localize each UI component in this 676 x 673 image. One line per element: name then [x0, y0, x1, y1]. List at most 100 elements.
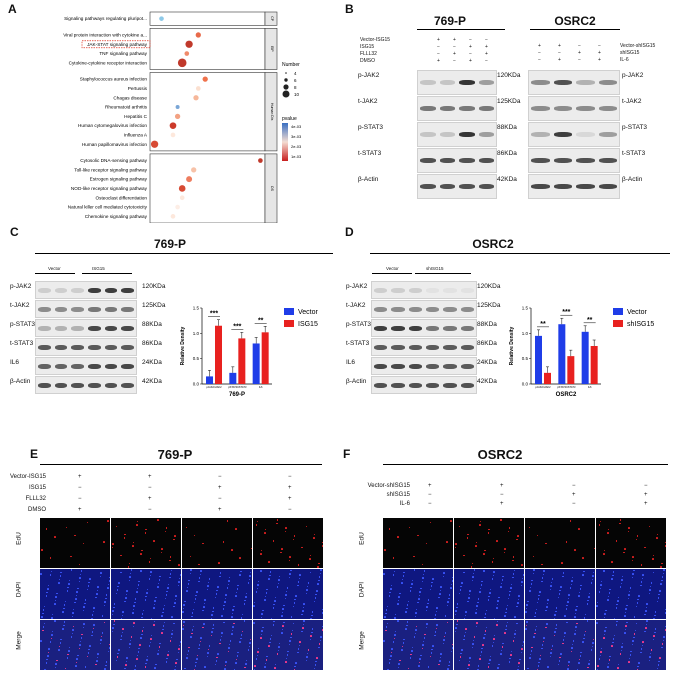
enrichment-point	[150, 140, 159, 148]
b-right-title: OSRC2	[554, 14, 596, 28]
nucleus-dot	[521, 644, 524, 646]
condition-mark: +	[598, 50, 601, 56]
nucleus-dot	[492, 641, 494, 643]
nucleus-dot	[244, 666, 246, 668]
condition-mark: +	[644, 501, 648, 507]
nucleus-dot	[140, 637, 142, 639]
nucleus-dot	[290, 616, 293, 618]
condition-mark: +	[538, 43, 541, 49]
nucleus-dot	[264, 666, 266, 668]
nucleus-dot	[212, 610, 214, 612]
nucleus-dot	[302, 623, 305, 625]
nucleus-dot	[128, 646, 130, 648]
nucleus-dot	[545, 609, 547, 611]
f-micrograph-cell	[525, 620, 595, 670]
nucleus-dot	[120, 554, 122, 556]
nucleus-dot	[401, 582, 403, 584]
nucleus-dot	[317, 583, 319, 585]
nucleus-dot	[560, 586, 562, 588]
kda-label: 24KDa	[142, 359, 162, 366]
nucleus-dot	[212, 624, 215, 626]
pathway-label: JAK-STAT signaling pathway	[87, 42, 148, 47]
nucleus-dot	[517, 602, 519, 604]
group-box	[149, 153, 266, 224]
nucleus-dot	[629, 587, 632, 589]
nucleus-dot	[497, 600, 499, 602]
nucleus-dot	[405, 628, 407, 630]
nucleus-dot	[51, 630, 54, 632]
condition-mark: +	[500, 501, 504, 507]
nucleus-dot	[272, 540, 275, 542]
nucleus-dot	[245, 663, 247, 665]
nucleus-dot	[448, 594, 451, 596]
condition-mark: +	[558, 43, 561, 49]
kda-label: 86KDa	[142, 340, 162, 347]
nucleus-dot	[91, 634, 93, 636]
nucleus-dot	[215, 660, 218, 662]
nucleus-dot	[91, 614, 94, 616]
condition-mark: +	[218, 485, 222, 491]
nucleus-dot	[483, 570, 485, 572]
nucleus-dot	[211, 631, 213, 633]
nucleus-dot	[385, 609, 388, 611]
nucleus-dot	[657, 664, 660, 666]
nucleus-dot	[141, 630, 144, 632]
nucleus-dot	[157, 586, 159, 588]
nucleus-dot	[295, 595, 297, 597]
nucleus-dot	[157, 653, 159, 655]
nucleus-dot	[397, 620, 399, 622]
nucleus-dot	[192, 625, 194, 627]
nucleus-dot	[107, 650, 110, 652]
nucleus-dot	[240, 637, 242, 639]
nucleus-dot	[42, 629, 44, 631]
nucleus-dot	[276, 586, 279, 588]
nucleus-dot	[247, 582, 250, 584]
enrichment-point	[175, 105, 180, 110]
nucleus-dot	[245, 596, 247, 598]
nucleus-dot	[496, 603, 499, 605]
pathway-label: Natural killer cell mediated cytotoxicit…	[68, 205, 148, 210]
nucleus-dot	[388, 528, 391, 530]
nucleus-dot	[122, 611, 124, 613]
nucleus-dot	[621, 642, 624, 644]
nucleus-dot	[79, 640, 82, 642]
nucleus-dot	[536, 601, 539, 603]
nucleus-dot	[446, 541, 448, 543]
nucleus-dot	[463, 554, 465, 556]
nucleus-dot	[72, 612, 74, 614]
nucleus-dot	[108, 580, 110, 582]
nucleus-dot	[391, 648, 393, 650]
blot-band	[576, 158, 595, 163]
nucleus-dot	[185, 526, 187, 528]
blot-band	[38, 382, 51, 388]
nucleus-dot	[570, 650, 572, 652]
nucleus-dot	[220, 635, 222, 637]
nucleus-dot	[489, 588, 492, 590]
nucleus-dot	[282, 608, 284, 610]
nucleus-dot	[458, 592, 461, 594]
nucleus-dot	[245, 592, 248, 594]
nucleus-dot	[578, 591, 581, 593]
nucleus-dot	[603, 570, 605, 572]
nucleus-dot	[458, 525, 461, 527]
blot-band	[426, 382, 440, 388]
kda-label: 42KDa	[497, 176, 517, 183]
nucleus-dot	[423, 637, 426, 639]
nucleus-dot	[261, 613, 263, 615]
nucleus-dot	[164, 530, 167, 532]
nucleus-dot	[479, 524, 481, 526]
nucleus-dot	[583, 634, 586, 636]
nucleus-dot	[88, 581, 90, 583]
blot-band	[439, 158, 455, 163]
nucleus-dot	[636, 602, 639, 604]
nucleus-dot	[255, 524, 258, 526]
nucleus-dot	[512, 576, 514, 578]
nucleus-dot	[502, 642, 504, 644]
nucleus-dot	[500, 582, 503, 584]
nucleus-dot	[390, 655, 392, 657]
nucleus-dot	[297, 648, 300, 650]
nucleus-dot	[64, 667, 66, 669]
condition-mark: −	[218, 474, 222, 480]
nucleus-dot	[415, 629, 417, 631]
condition-mark: −	[218, 496, 222, 502]
